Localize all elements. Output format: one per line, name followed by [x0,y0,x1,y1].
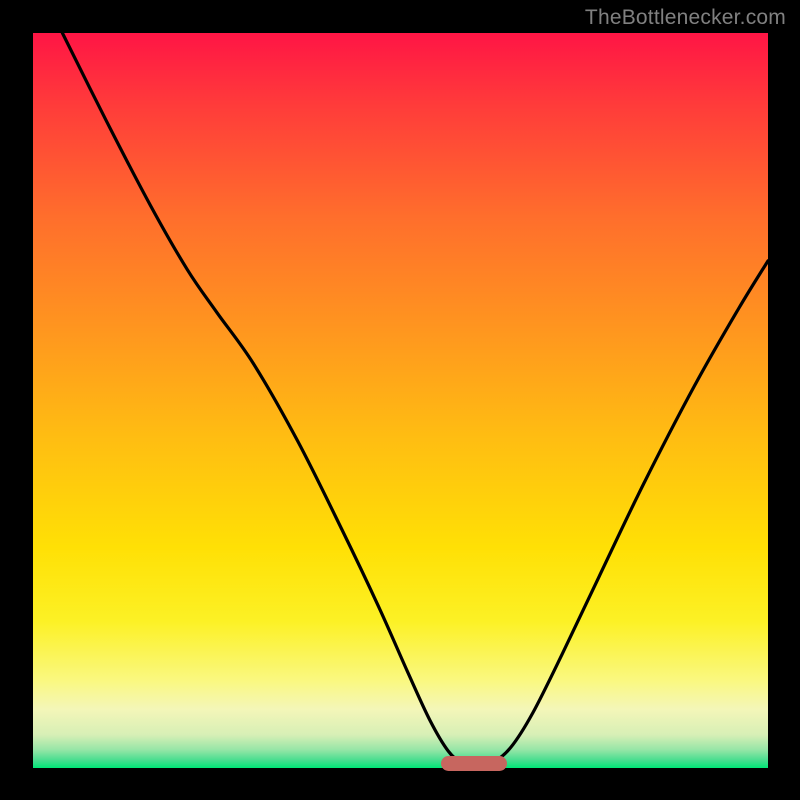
optimum-marker-pill [441,756,507,771]
curve-path [62,33,768,765]
watermark-text: TheBottlenecker.com [585,6,786,30]
chart-canvas: TheBottlenecker.com [0,0,800,800]
plot-area [33,33,768,768]
bottleneck-curve [33,33,768,768]
